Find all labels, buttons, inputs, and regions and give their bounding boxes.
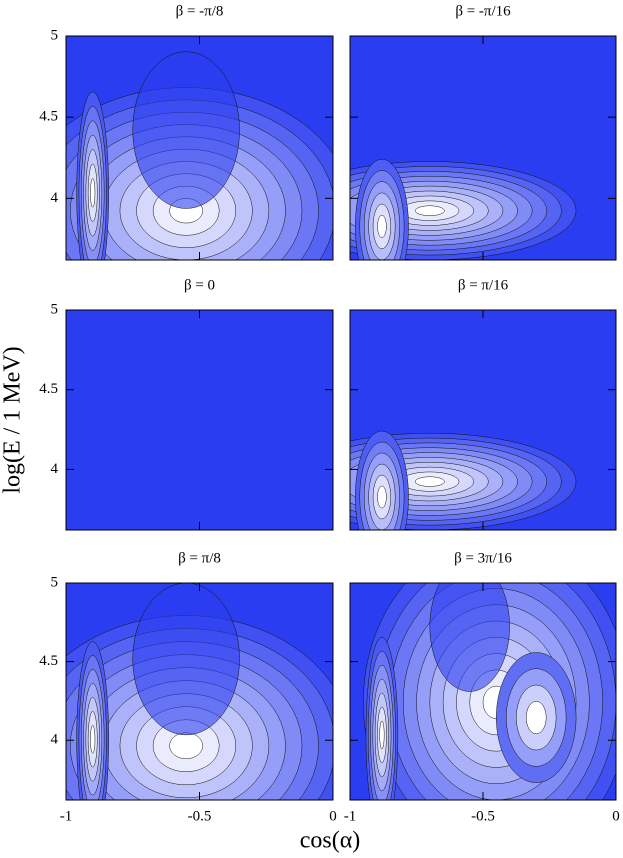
y-tick-label: 4 xyxy=(51,190,59,206)
contour-level xyxy=(525,701,547,735)
x-tick-label: -0.5 xyxy=(471,808,495,824)
panel-title: β = π/8 xyxy=(178,550,221,566)
y-axis-label: log(E / 1 MeV) xyxy=(0,346,26,493)
contour-level xyxy=(132,583,240,736)
panel xyxy=(350,583,616,800)
panel xyxy=(350,310,616,530)
panel-background xyxy=(66,310,333,530)
contour-level xyxy=(132,51,240,209)
y-tick-label: 4.5 xyxy=(39,381,58,397)
y-tick-label: 5 xyxy=(51,574,59,590)
x-axis-label: cos(α) xyxy=(300,828,361,854)
panel xyxy=(66,583,333,800)
panel-title: β = π/16 xyxy=(458,277,509,293)
panel-title: β = 0 xyxy=(184,277,215,293)
panel xyxy=(350,36,616,260)
y-tick-label: 4.5 xyxy=(39,653,58,669)
contour-level xyxy=(379,720,385,750)
contour-level xyxy=(377,214,387,238)
panel xyxy=(66,310,333,530)
panel-title: β = -π/8 xyxy=(176,3,224,19)
panel xyxy=(66,36,333,260)
panel-title: β = -π/16 xyxy=(455,3,511,19)
contour-level xyxy=(169,732,203,760)
x-tick-label: -1 xyxy=(344,808,357,824)
y-tick-label: 4.5 xyxy=(39,109,58,125)
x-tick-label: -0.5 xyxy=(188,808,212,824)
contour-level xyxy=(377,485,387,509)
x-tick-label: -1 xyxy=(60,808,73,824)
contour-level xyxy=(414,476,445,487)
y-tick-label: 5 xyxy=(51,27,59,43)
contour-level xyxy=(90,725,96,754)
x-tick-label: 0 xyxy=(612,808,620,824)
y-tick-label: 4 xyxy=(51,732,59,748)
contour-level xyxy=(90,178,96,208)
panel-title: β = 3π/16 xyxy=(454,550,512,566)
contour-level xyxy=(414,205,445,216)
y-tick-label: 4 xyxy=(51,461,59,477)
contour-level xyxy=(429,583,510,692)
y-tick-label: 5 xyxy=(51,301,59,317)
x-tick-label: 0 xyxy=(329,808,337,824)
